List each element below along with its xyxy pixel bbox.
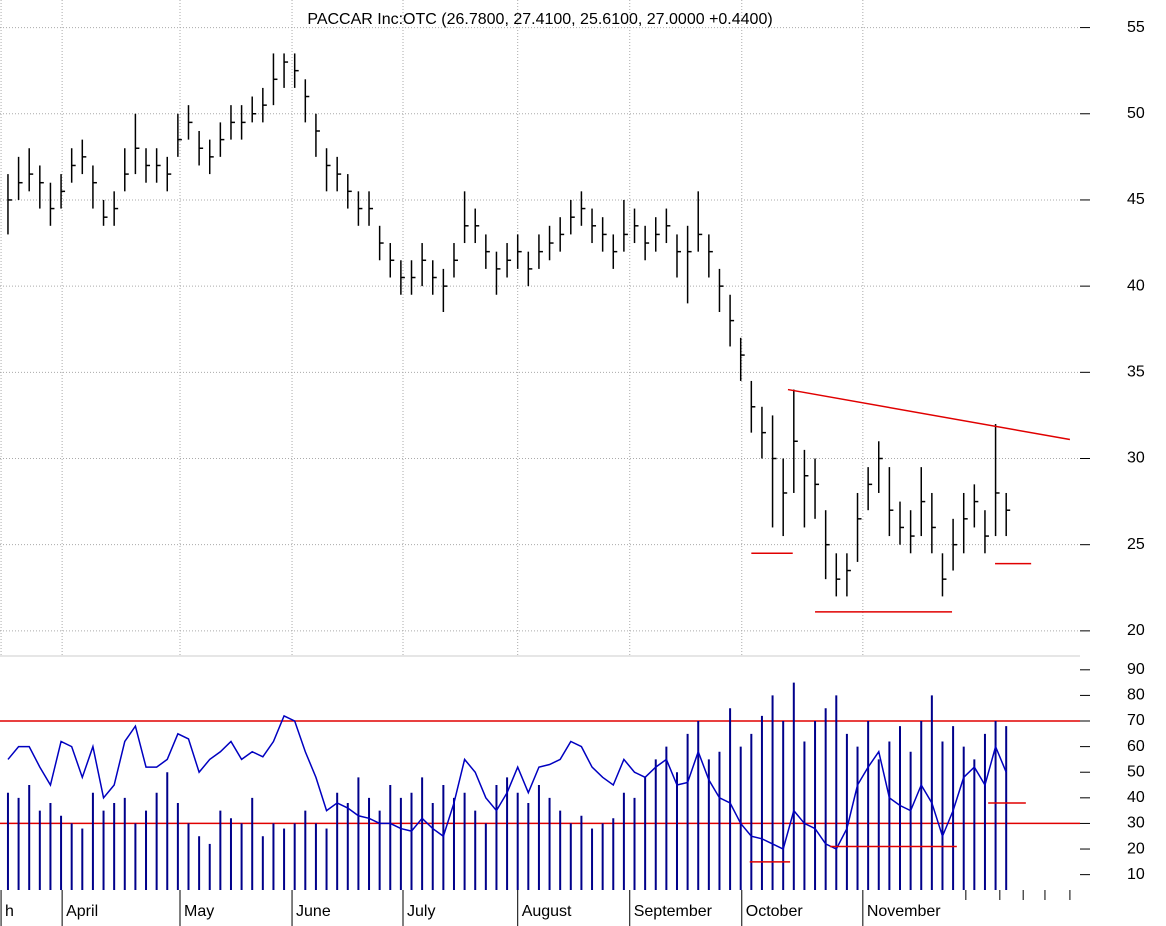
y-tick-label: 30 (1127, 450, 1145, 467)
x-tick-label: October (746, 903, 804, 920)
y-tick-label: 35 (1127, 364, 1145, 381)
y-tick-label: 10 (1127, 866, 1145, 883)
x-tick-label: August (522, 903, 572, 920)
chart-title: PACCAR Inc:OTC (26.7800, 27.4100, 25.610… (307, 11, 772, 28)
x-tick-label: November (867, 903, 941, 920)
y-tick-label: 90 (1127, 661, 1145, 678)
y-tick-label: 60 (1127, 738, 1145, 755)
rsi-line (7, 714, 1007, 851)
y-tick-label: 55 (1127, 19, 1145, 36)
x-tick-label: June (296, 903, 331, 920)
y-tick-label: 45 (1127, 191, 1145, 208)
y-tick-label: 20 (1127, 840, 1145, 857)
y-tick-label: 50 (1127, 763, 1145, 780)
x-tick-label: July (407, 903, 435, 920)
x-tick-label: September (634, 903, 713, 920)
x-tick-label: May (184, 903, 214, 920)
y-tick-label: 40 (1127, 789, 1145, 806)
y-tick-label: 25 (1127, 536, 1145, 553)
y-tick-label: 70 (1127, 712, 1145, 729)
y-tick-label: 40 (1127, 277, 1145, 294)
y-tick-label: 50 (1127, 105, 1145, 122)
x-tick-label: h (5, 903, 14, 920)
annotation-line (787, 388, 1071, 441)
x-tick-label: April (66, 903, 98, 920)
y-tick-label: 20 (1127, 622, 1145, 639)
y-tick-label: 80 (1127, 687, 1145, 704)
y-tick-label: 30 (1127, 815, 1145, 832)
